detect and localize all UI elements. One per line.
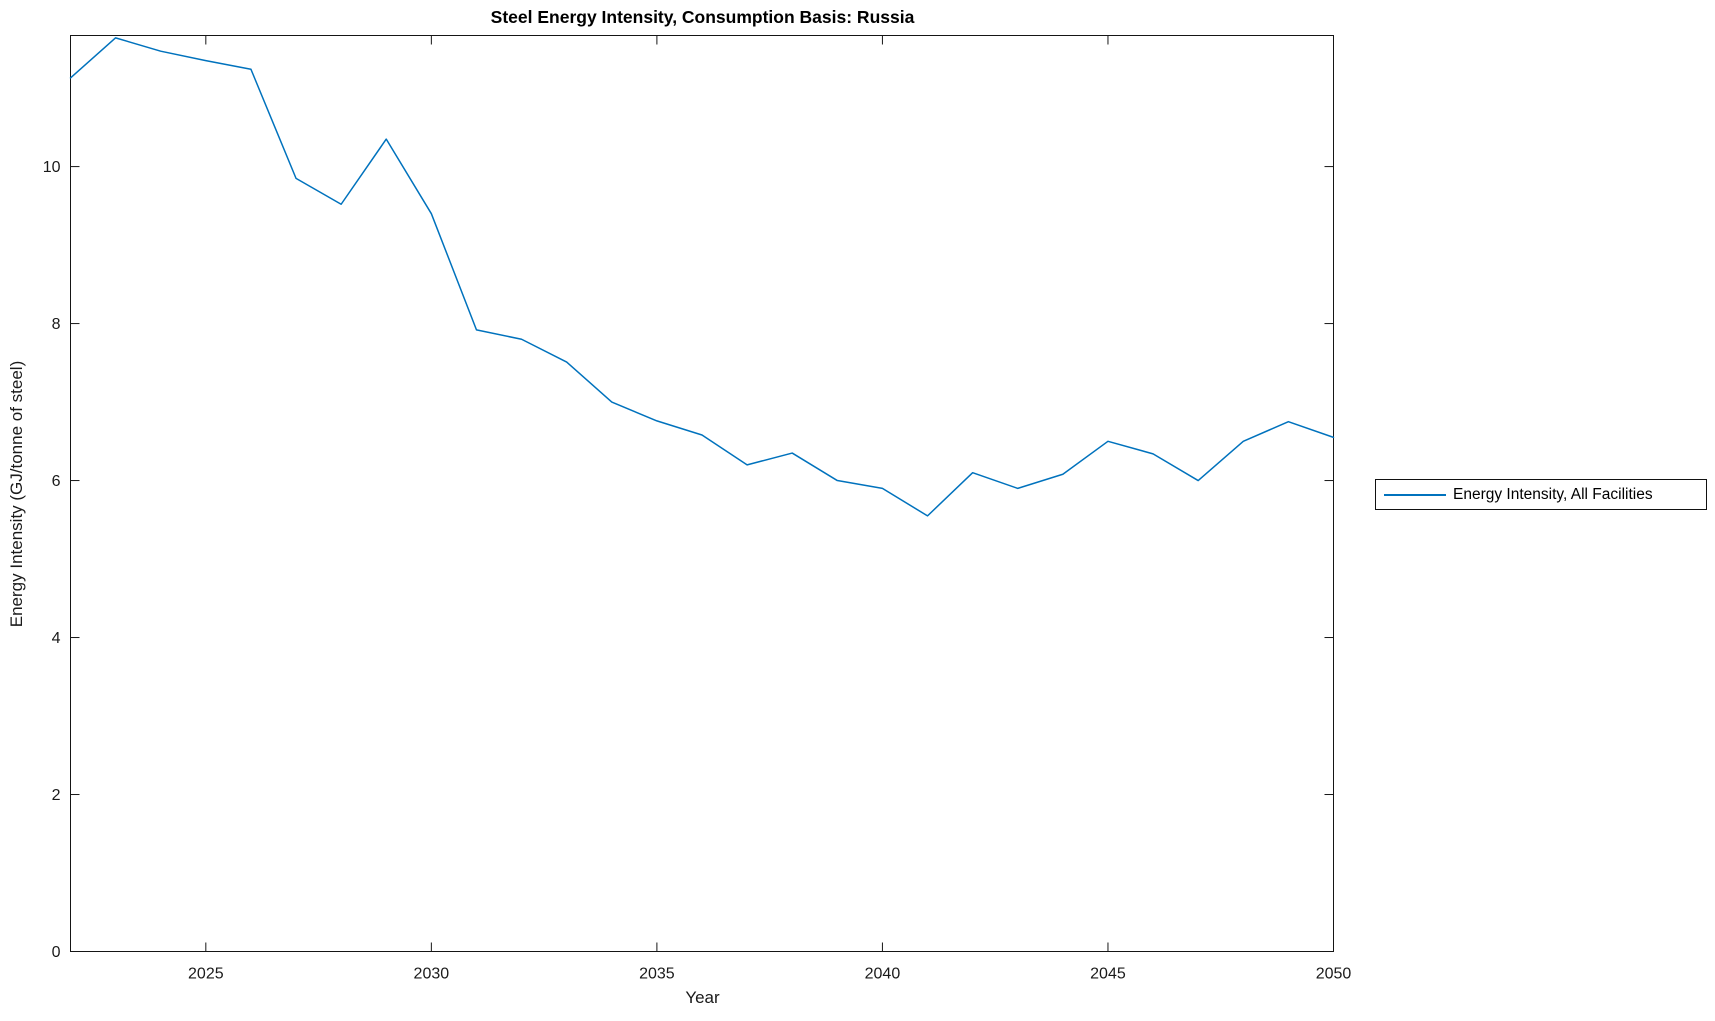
y-tick-label: 2 [52, 787, 61, 804]
energy-intensity-line [69, 37, 1335, 517]
x-tick-label: 2040 [865, 966, 901, 983]
x-tick-label: 2030 [414, 966, 450, 983]
x-axis-label: Year [685, 988, 720, 1007]
x-tick-label: 2045 [1090, 966, 1126, 983]
tick-labels: 2025 2030 2035 2040 2045 2050 0 2 4 6 8 10 [43, 159, 1352, 982]
x-tick-label: 2035 [639, 966, 675, 983]
x-tick-label: 2025 [188, 966, 224, 983]
tick-marks [70, 35, 1334, 952]
legend-line-sample [1384, 493, 1446, 496]
y-tick-label: 10 [43, 159, 61, 176]
y-tick-label: 0 [52, 944, 61, 961]
axes-box [70, 35, 1334, 952]
x-tick-label: 2050 [1316, 966, 1352, 983]
legend: Energy Intensity, All Facilities [1375, 479, 1707, 510]
legend-label: Energy Intensity, All Facilities [1453, 485, 1653, 503]
y-tick-label: 8 [52, 316, 61, 333]
y-tick-label: 6 [52, 473, 61, 490]
y-tick-label: 4 [52, 630, 61, 647]
chart-title: Steel Energy Intensity, Consumption Basi… [490, 7, 915, 27]
